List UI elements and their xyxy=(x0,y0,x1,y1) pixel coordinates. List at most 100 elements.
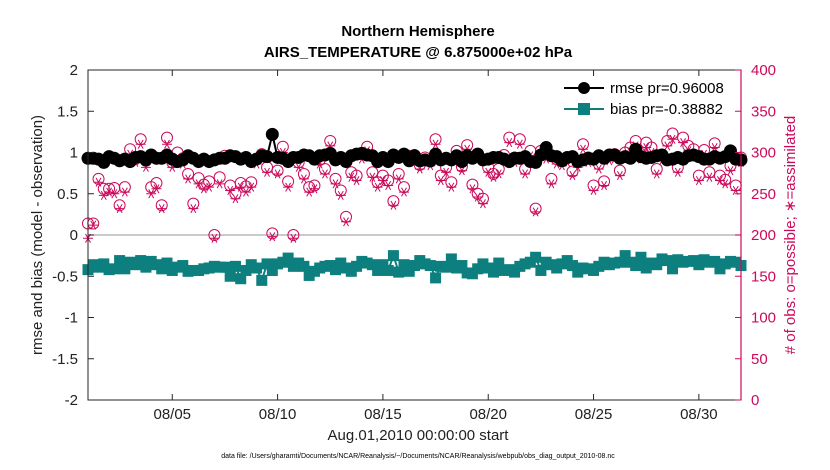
obs-assimilated-point xyxy=(483,167,494,177)
bias-point xyxy=(709,255,721,267)
obs-assimilated-point xyxy=(662,141,673,151)
obs-assimilated-point xyxy=(725,166,736,176)
series-bias xyxy=(82,250,747,286)
obs-assimilated-point xyxy=(230,194,241,204)
bias-point xyxy=(619,250,631,262)
obs-assimilated-point xyxy=(225,185,236,196)
obs-possible-point xyxy=(155,199,168,212)
obs-assimilated-point xyxy=(298,174,309,184)
obs-possible-point xyxy=(529,202,542,215)
obs-assimilated-point xyxy=(114,204,125,214)
obs-assimilated-point xyxy=(262,167,273,177)
bias-point xyxy=(377,259,389,271)
obs-assimilated-point xyxy=(720,179,731,189)
y-tick-label: 2 xyxy=(70,62,78,79)
obs-possible-point xyxy=(92,172,105,185)
bias-point xyxy=(530,251,542,263)
obs-assimilated-point xyxy=(567,171,578,181)
footnote-data-file: data file: /Users/gharamti/Documents/NCA… xyxy=(221,453,615,460)
y-tick-label: 0.5 xyxy=(57,186,78,203)
rmse-point xyxy=(260,150,274,164)
obs-assimilated-point xyxy=(88,220,99,230)
obs-assimilated-point xyxy=(651,169,662,179)
obs-assimilated-point xyxy=(546,179,557,189)
x-tick-label: 08/10 xyxy=(259,406,297,423)
x-tick-label: 08/25 xyxy=(575,406,613,423)
obs-assimilated-point xyxy=(93,177,104,187)
bias-point xyxy=(630,260,642,272)
obs-assimilated-point xyxy=(119,187,130,197)
x-axis: 08/05 08/10 08/15 08/20 08/25 08/30 xyxy=(153,70,718,423)
obs-possible-point xyxy=(287,229,300,241)
x-tick-label: 08/15 xyxy=(364,406,402,423)
legend: rmse pr=0.96008 bias pr=-0.38882 xyxy=(564,80,724,118)
y-right-tick-label: 400 xyxy=(751,62,776,79)
bias-point xyxy=(261,258,273,270)
bias-point xyxy=(398,259,410,271)
obs-assimilated-point xyxy=(335,190,346,200)
obs-assimilated-point xyxy=(641,142,652,153)
bias-point xyxy=(161,257,173,269)
obs-possible-point xyxy=(708,137,721,150)
obs-possible-point xyxy=(271,164,284,177)
series-rmse xyxy=(81,127,748,169)
y-tick-label: -1.5 xyxy=(52,351,78,368)
chart-subtitle: AIRS_TEMPERATURE @ 6.875000e+02 hPa xyxy=(264,44,573,61)
obs-assimilated-point xyxy=(214,179,225,189)
bias-point xyxy=(108,263,120,275)
obs-assimilated-point xyxy=(267,232,278,242)
y-right-tick-label: 200 xyxy=(751,227,776,244)
y-axis-right: 0 50 100 150 200 250 300 350 400 xyxy=(735,62,776,409)
bias-point xyxy=(509,266,521,278)
obs-assimilated-point xyxy=(193,179,204,189)
obs-assimilated-point xyxy=(161,139,172,149)
y-tick-label: -0.5 xyxy=(52,268,78,285)
obs-assimilated-point xyxy=(472,192,483,202)
bias-point xyxy=(282,252,294,264)
obs-possible-point xyxy=(266,227,279,240)
bias-point xyxy=(98,258,110,270)
bias-point xyxy=(387,250,399,262)
obs-assimilated-point xyxy=(288,233,299,243)
bias-point xyxy=(240,264,252,276)
bias-point xyxy=(135,255,147,267)
obs-assimilated-point xyxy=(146,189,157,199)
bias-point xyxy=(487,266,499,278)
bias-point xyxy=(298,260,310,272)
obs-assimilated-point xyxy=(246,182,257,192)
obs-assimilated-point xyxy=(520,169,531,179)
y-tick-label: 1.5 xyxy=(57,103,78,120)
obs-assimilated-point xyxy=(388,200,399,210)
obs-assimilated-point xyxy=(593,164,604,174)
obs-assimilated-point xyxy=(151,184,162,194)
y-axis-left: -2 -1.5 -1 -0.5 0 0.5 1 1.5 2 xyxy=(52,62,94,409)
obs-possible-point xyxy=(566,165,579,178)
bias-point xyxy=(372,264,384,276)
x-tick-label: 08/05 xyxy=(153,406,191,423)
obs-assimilated-point xyxy=(240,187,251,197)
chart-title: Northern Hemisphere xyxy=(341,23,494,40)
y-axis-left-label: rmse and bias (model - observation) xyxy=(29,115,46,355)
obs-possible-point xyxy=(466,178,479,191)
bias-point xyxy=(667,263,679,275)
y-tick-label: 1 xyxy=(70,145,78,162)
bias-point xyxy=(535,264,547,276)
obs-assimilated-point xyxy=(493,169,504,179)
obs-assimilated-point xyxy=(477,199,488,209)
obs-possible-point xyxy=(103,182,116,195)
bias-point xyxy=(224,270,236,282)
bias-point xyxy=(256,274,268,286)
obs-possible-point xyxy=(113,199,126,212)
bias-point xyxy=(445,253,457,265)
obs-assimilated-point xyxy=(109,189,120,199)
y-tick-label: -2 xyxy=(65,392,78,409)
bias-point xyxy=(493,257,505,269)
rmse-point xyxy=(265,127,279,141)
bias-point xyxy=(382,264,394,276)
y-right-tick-label: 300 xyxy=(751,145,776,162)
obs-assimilated-point xyxy=(283,182,294,192)
bias-point xyxy=(119,263,131,275)
x-tick-label: 08/30 xyxy=(680,406,718,423)
y-right-tick-label: 50 xyxy=(751,351,768,368)
bias-point xyxy=(114,255,126,267)
